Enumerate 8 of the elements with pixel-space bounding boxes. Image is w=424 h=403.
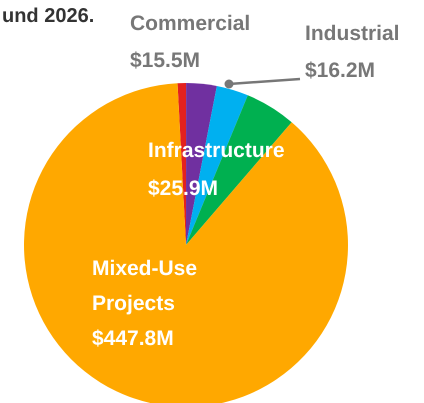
data-label: $15.5M	[130, 49, 200, 72]
slice-label: Infrastructure	[148, 139, 285, 162]
slice-label: Industrial	[305, 22, 400, 45]
chart-title: und 2026.	[2, 5, 94, 27]
data-label: $447.8M	[92, 327, 174, 350]
slice-label: Mixed-Use Projects	[92, 257, 198, 315]
data-label: $16.2M	[305, 59, 376, 82]
slice-label: Commercial	[130, 12, 250, 35]
